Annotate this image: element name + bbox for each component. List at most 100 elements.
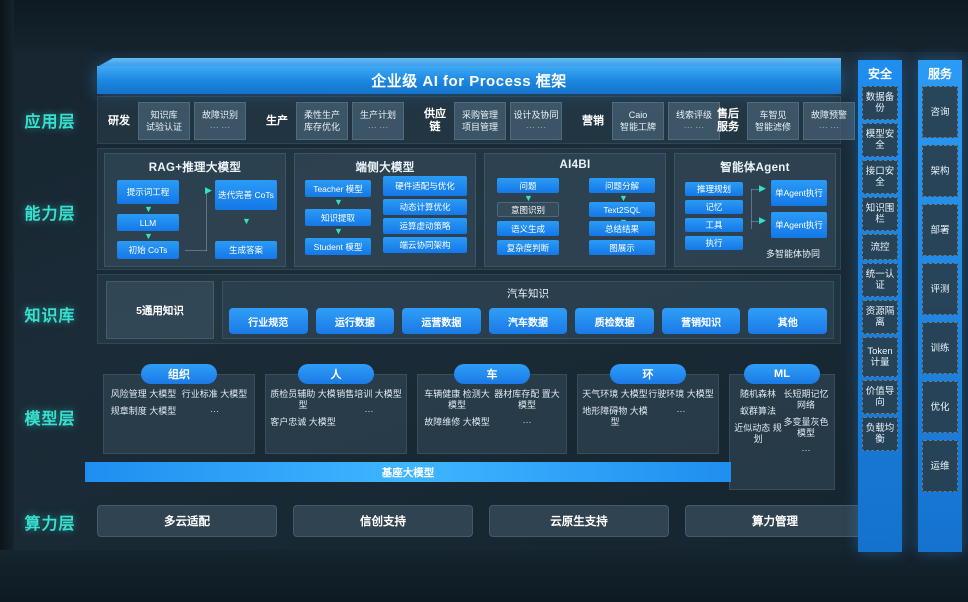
- flow-arrow-right-icon: ▶: [205, 185, 212, 195]
- capability-node[interactable]: 问题: [497, 178, 559, 193]
- capability-node[interactable]: Student 模型: [305, 238, 371, 255]
- app-cell[interactable]: 故障预警 ··· ···: [803, 102, 855, 140]
- model-item[interactable]: 风险管理 大模型: [110, 389, 177, 399]
- capability-node[interactable]: 单Agent执行: [771, 180, 827, 206]
- model-group-tag: 车: [454, 364, 530, 384]
- top-edge-shadow: [0, 0, 968, 52]
- security-item[interactable]: 统一认证: [862, 263, 898, 297]
- capability-node[interactable]: 记忆: [685, 200, 743, 214]
- layer-label-knowledge: 知识库: [24, 308, 76, 325]
- service-item[interactable]: 架构: [922, 145, 958, 197]
- knowledge-pill[interactable]: 质检数据: [575, 308, 654, 334]
- model-item: ···: [210, 406, 219, 416]
- service-item[interactable]: 部署: [922, 204, 958, 256]
- connector-line: [185, 250, 207, 251]
- model-item[interactable]: 客户忠诚 大模型: [270, 417, 336, 427]
- security-item[interactable]: 资源隔离: [862, 300, 898, 334]
- model-item[interactable]: 天气环境 大模型: [582, 389, 648, 399]
- app-cell[interactable]: 生产计划 ··· ···: [352, 102, 404, 140]
- capability-node[interactable]: 初始 CoTs: [117, 241, 179, 259]
- app-cell[interactable]: 线索评级 ··· ···: [668, 102, 720, 140]
- model-item-column: 风险管理 大模型 规章制度 大模型: [108, 389, 179, 449]
- capability-node[interactable]: 动态计算优化: [383, 199, 467, 215]
- app-group-production: 生产 柔性生产 库存优化 生产计划 ··· ···: [262, 101, 404, 141]
- model-item[interactable]: 蚁群算法: [739, 406, 776, 416]
- capability-node[interactable]: 语义生成: [497, 221, 559, 236]
- capability-node[interactable]: 总结结果: [589, 221, 655, 236]
- capability-node[interactable]: 工具: [685, 218, 743, 232]
- model-item[interactable]: 销售培训 大模型: [336, 389, 402, 399]
- capability-node[interactable]: 复杂度判断: [497, 240, 559, 255]
- security-item[interactable]: 接口安全: [862, 160, 898, 194]
- service-item[interactable]: 训练: [922, 322, 958, 374]
- capability-node[interactable]: 运算虚动策略: [383, 218, 467, 234]
- capability-node[interactable]: 意图识别: [497, 202, 559, 217]
- model-item[interactable]: 随机森林: [739, 389, 776, 399]
- model-item[interactable]: 规章制度 大模型: [110, 406, 177, 416]
- compute-item[interactable]: 多云适配: [97, 505, 277, 537]
- app-cell[interactable]: 故障识别 ··· ···: [194, 102, 246, 140]
- capability-node[interactable]: 执行: [685, 236, 743, 250]
- capability-node[interactable]: 单Agent执行: [771, 212, 827, 238]
- capability-node[interactable]: 端云协同架构: [383, 237, 467, 253]
- model-item-column: 行驶环境 大模型 ···: [648, 389, 714, 449]
- model-item[interactable]: 故障维修 大模型: [424, 417, 490, 427]
- security-item[interactable]: Token计量: [862, 337, 898, 377]
- service-item[interactable]: 评测: [922, 263, 958, 315]
- app-cell[interactable]: 知识库 试验认证: [138, 102, 190, 140]
- app-cell[interactable]: 柔性生产 库存优化: [296, 102, 348, 140]
- model-item[interactable]: 地形障碍物 大模型: [582, 406, 648, 427]
- knowledge-pill[interactable]: 运行数据: [315, 308, 395, 334]
- app-cell[interactable]: 设计及协同 ··· ···: [510, 102, 562, 140]
- knowledge-pill[interactable]: 行业规范: [229, 308, 308, 334]
- model-item[interactable]: 行驶环境 大模型: [648, 389, 714, 399]
- security-item[interactable]: 流控: [862, 234, 898, 260]
- model-item-column: 随机森林 蚁群算法 近似动态 规划: [734, 389, 782, 485]
- compute-item[interactable]: 信创支持: [293, 505, 473, 537]
- capability-node[interactable]: 问题分解: [589, 178, 655, 193]
- security-item[interactable]: 知识围栏: [862, 197, 898, 231]
- service-item[interactable]: 咨询: [922, 86, 958, 138]
- compute-item[interactable]: 算力管理: [685, 505, 865, 537]
- capability-node[interactable]: Teacher 模型: [305, 180, 371, 197]
- app-cell[interactable]: 车智见 智能滤修: [747, 102, 799, 140]
- general-knowledge-box[interactable]: 5通用知识: [106, 281, 214, 339]
- capability-node[interactable]: 迭代完善 CoTs: [215, 180, 277, 210]
- service-item[interactable]: 优化: [922, 381, 958, 433]
- app-cell[interactable]: Caio 智能工牌: [612, 102, 664, 140]
- knowledge-pill[interactable]: 运营数据: [402, 308, 481, 334]
- model-item[interactable]: 质检员辅助 大模型: [270, 389, 336, 410]
- app-cell[interactable]: 采购管理 项目管理: [454, 102, 506, 140]
- flow-arrow-down-icon: ▼: [144, 231, 153, 241]
- security-item[interactable]: 数据备份: [862, 86, 898, 120]
- model-item[interactable]: 近似动态 规划: [734, 423, 782, 444]
- capability-node[interactable]: LLM: [117, 214, 179, 231]
- model-item[interactable]: 行业标准 大模型: [181, 389, 248, 399]
- model-item[interactable]: 多变量灰色 模型: [783, 417, 829, 438]
- foundation-model-bar: 基座大模型: [85, 462, 731, 482]
- capability-node[interactable]: 图展示: [589, 240, 655, 255]
- model-item[interactable]: 车辆健康 检测大模型: [424, 389, 490, 410]
- capability-node[interactable]: 提示词工程: [117, 180, 179, 204]
- capability-node[interactable]: 推理规划: [685, 182, 743, 196]
- model-item[interactable]: 器材库存配 置大模型: [494, 389, 560, 410]
- capability-panel-ai4bi: AI4BI 问题 ▼ 意图识别 语义生成 复杂度判断 问题分解 ▼ Text2S…: [484, 153, 666, 267]
- capability-node[interactable]: 知识提取: [305, 209, 371, 226]
- security-item[interactable]: 价值导向: [862, 380, 898, 414]
- compute-item[interactable]: 云原生支持: [489, 505, 669, 537]
- capability-node[interactable]: 生成答案: [215, 241, 277, 259]
- knowledge-pill[interactable]: 营销知识: [661, 308, 741, 334]
- capability-node[interactable]: Text2SQL: [589, 202, 655, 217]
- model-item[interactable]: 长短期记忆 网络: [783, 389, 829, 410]
- knowledge-pill[interactable]: 汽车数据: [488, 308, 568, 334]
- security-item[interactable]: 负载均衡: [862, 417, 898, 451]
- service-item-list: 咨询 架构 部署 评测 训练 优化 运维: [918, 86, 962, 496]
- app-category-label: 研发: [108, 114, 130, 127]
- service-item[interactable]: 运维: [922, 440, 958, 492]
- app-cell-line2: ··· ···: [209, 122, 231, 132]
- knowledge-pill[interactable]: 其他: [748, 308, 828, 334]
- capability-node[interactable]: 硬件适配与优化: [383, 176, 467, 196]
- security-item[interactable]: 模型安全: [862, 123, 898, 157]
- app-category-label: 供应链: [424, 108, 446, 133]
